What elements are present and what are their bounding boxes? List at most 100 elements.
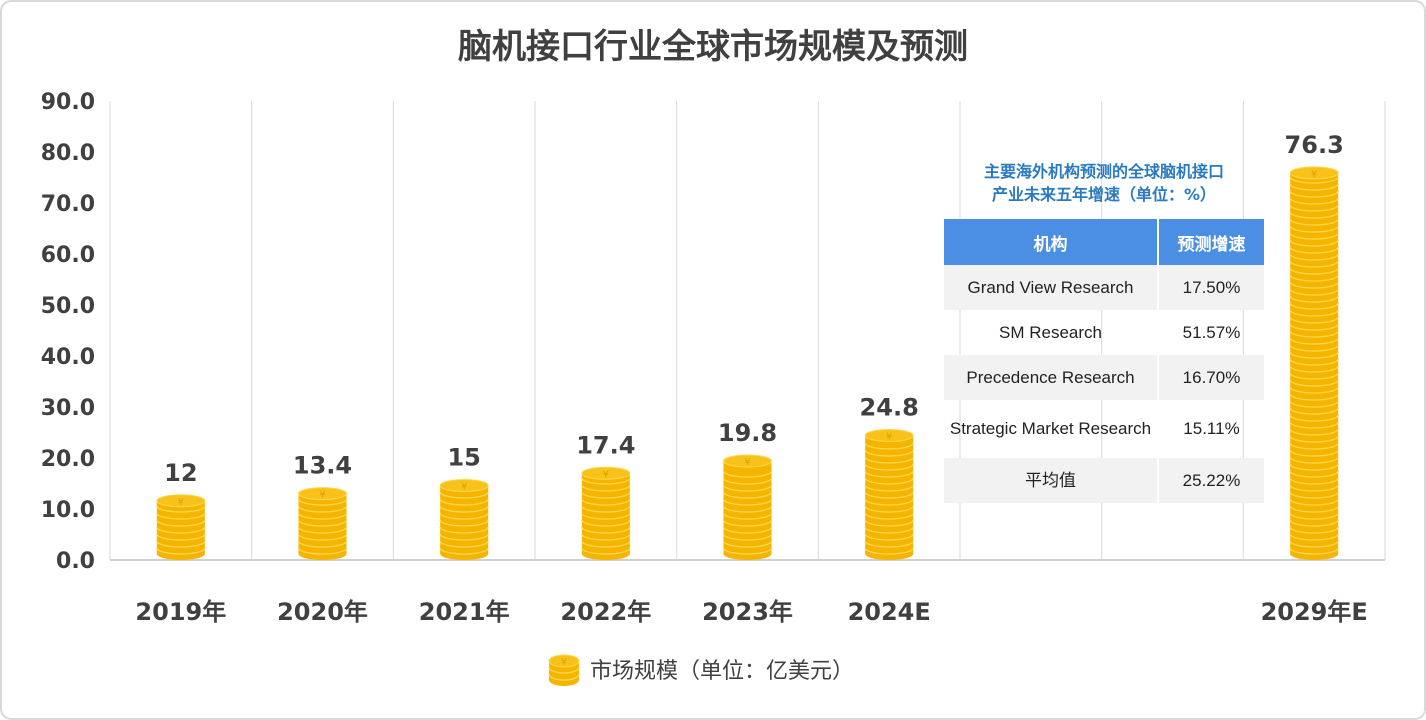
table-title-line1: 主要海外机构预测的全球脑机接口 [983,162,1224,181]
coin-stripe [156,512,206,520]
x-tick-label: 2023年 [702,598,793,626]
coin-stripe [581,477,631,485]
growth-cell: 16.70% [1158,355,1264,400]
coin-stripe [1289,470,1339,478]
coin-stripe [439,491,489,499]
coin-stripe [156,533,206,541]
coin-stripe [439,505,489,513]
coin-stripe [1289,365,1339,373]
y-tick-label: 70.0 [41,192,95,217]
coin-stripe [439,540,489,548]
coin-stripe [297,526,348,534]
coin-stripe [581,512,631,520]
coin-stripe [864,498,914,506]
coin-stripe [1289,176,1339,184]
growth-cell: 51.57% [1182,322,1241,342]
coin-stripe [864,540,914,548]
coin-stripe [864,547,914,555]
coin-stripe [548,673,580,681]
coin-stripe [864,512,914,520]
table-row: Grand View Research 17.50% [944,265,1264,310]
coin-stripe [722,547,773,555]
coin-stripe [722,505,773,513]
table-row: SM Research 51.57% [944,310,1264,355]
coin-stripe [439,547,489,555]
coin-stripe [722,540,773,548]
coin-stripe [1289,295,1339,303]
coin-stripe [864,449,914,457]
coin-stripe [1289,484,1339,492]
coin-top [864,429,914,443]
coin-stripe [548,666,580,674]
yen-icon: ¥ [886,432,892,443]
coin-stripe [864,463,914,471]
coin-stripe [297,540,348,548]
coin-stripe [1289,225,1339,233]
coin-stripe [864,470,914,478]
coin-stripe [864,491,914,499]
institution-cell: Grand View Research [944,265,1159,310]
coin-stripe [1289,351,1339,359]
coin-stripe [1289,204,1339,212]
coin-stripe [1289,526,1339,534]
bar-coin-stack: ¥ [864,429,914,560]
x-tick-label: 2029年E [1261,598,1368,626]
coin-stripe [1289,407,1339,415]
y-tick-label: 60.0 [41,243,95,268]
data-label: 12 [164,459,197,487]
coin-stripe [864,526,914,534]
bar-coin-stack: ¥ [297,487,348,560]
coin-stripe [439,526,489,534]
coin-stripe [156,519,206,527]
coin-stripe [439,512,489,520]
yen-icon: ¥ [319,490,325,501]
coin-stripe [297,547,348,555]
coin-stripe [864,442,914,450]
coin-stripe [581,491,631,499]
coin-stripe [1289,344,1339,352]
x-tick-label: 2024E [848,598,931,626]
coin-stripe [1289,540,1339,548]
growth-cell: 17.50% [1158,265,1264,310]
coin-stripe [439,519,489,527]
yen-icon: ¥ [1311,169,1317,180]
coin-top [156,494,206,508]
coin-stripe [156,540,206,548]
legend: ¥ 市场规模（单位：亿美元） [548,654,854,686]
coin-stripe [156,505,206,513]
yen-icon: ¥ [744,457,750,468]
x-tick-label: 2019年 [135,598,226,626]
x-tick-label: 2021年 [419,598,510,626]
coin-stripe [1289,435,1339,443]
y-tick-label: 20.0 [41,447,95,472]
coin-stripe [1289,302,1339,310]
growth-cell: 15.11% [1183,419,1240,438]
coin-stripe [722,512,773,520]
coin-stripe [1289,253,1339,261]
coin-stripe [1289,505,1339,513]
table-title-line2: 产业未来五年增速（单位：%） [991,185,1217,204]
data-label: 13.4 [293,452,352,480]
coin-stripe [439,533,489,541]
coin-stripe [1289,316,1339,324]
coin-stripe [1289,239,1339,247]
institution-cell: Strategic Market Research [944,400,1159,458]
coin-stripe [1289,512,1339,520]
coin-stripe [1289,442,1339,450]
coin-stripe [581,526,631,534]
coin-stripe [1289,463,1339,471]
coin-stripe [297,512,348,520]
table-title: 主要海外机构预测的全球脑机接口 产业未来五年增速（单位：%） [944,160,1264,206]
coin-stripe [1289,232,1339,240]
coin-stripe [1289,491,1339,499]
coin-stripe [1289,183,1339,191]
coin-stripe [1289,414,1339,422]
table-row: Strategic Market Research 15.11% [944,400,1264,458]
coin-stripe [1289,379,1339,387]
coin-stripe [297,533,348,541]
coin-stripe [864,484,914,492]
coin-stripe [1289,218,1339,226]
x-tick-label: 2022年 [560,598,651,626]
yen-icon: ¥ [561,657,567,668]
